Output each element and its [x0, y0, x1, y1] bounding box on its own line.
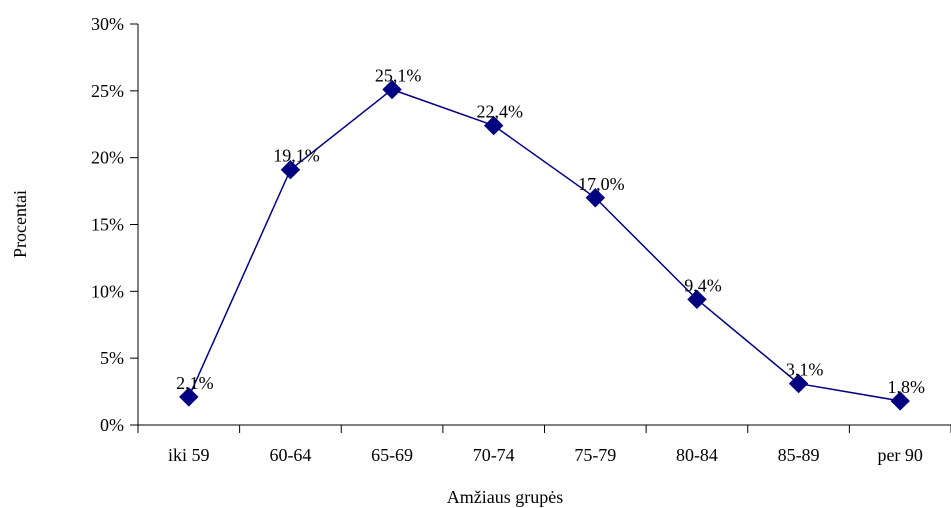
x-tick-label: 70-74 [473, 445, 515, 465]
data-label: 1,8% [887, 377, 925, 397]
y-tick-label: 20% [91, 148, 124, 168]
x-axis-title: Amžiaus grupės [447, 487, 563, 507]
x-tick-label: 65-69 [371, 445, 413, 465]
data-label: 9,4% [684, 275, 722, 295]
data-points [179, 79, 910, 411]
x-tick-label: 80-84 [676, 445, 718, 465]
data-label: 22,4% [476, 102, 523, 122]
x-tick-label: 85-89 [778, 445, 820, 465]
data-point-marker [483, 115, 504, 136]
data-labels: 2,1% 19,1% 25,1% 22,4% 17,0% 9,4% 3,1% 1,8% [176, 65, 925, 396]
y-tick-label: 30% [91, 14, 124, 34]
data-label: 25,1% [375, 65, 422, 85]
data-label: 3,1% [786, 360, 824, 380]
y-tick-label: 15% [91, 215, 124, 235]
data-point-marker [179, 387, 199, 407]
data-label: 17,0% [578, 174, 625, 194]
y-tick-label: 5% [100, 348, 124, 368]
data-point-marker [382, 79, 402, 100]
y-ticks: 0% 5% 10% 15% 20% 25% 30% [91, 14, 138, 435]
data-label: 2,1% [176, 373, 214, 393]
x-ticks: iki 59 60-64 65-69 70-74 75-79 80-84 85-89 per … [137, 425, 951, 465]
y-tick-label: 25% [91, 81, 124, 101]
x-tick-label: 75-79 [574, 445, 616, 465]
data-point-marker [788, 373, 809, 394]
y-axis-title: Procentai [10, 190, 30, 258]
data-label: 19,1% [273, 146, 320, 166]
x-tick-label: 60-64 [269, 445, 311, 465]
y-tick-label: 0% [100, 415, 124, 435]
data-point-marker [280, 159, 301, 180]
x-tick-label: per 90 [877, 445, 922, 465]
axes [137, 24, 951, 426]
x-tick-label: iki 59 [168, 445, 210, 465]
data-point-marker [585, 188, 606, 208]
series-polyline [188, 88, 901, 402]
series-line [188, 88, 901, 402]
data-point-marker [687, 289, 707, 310]
y-tick-label: 10% [91, 281, 124, 301]
data-point-marker [890, 391, 910, 411]
